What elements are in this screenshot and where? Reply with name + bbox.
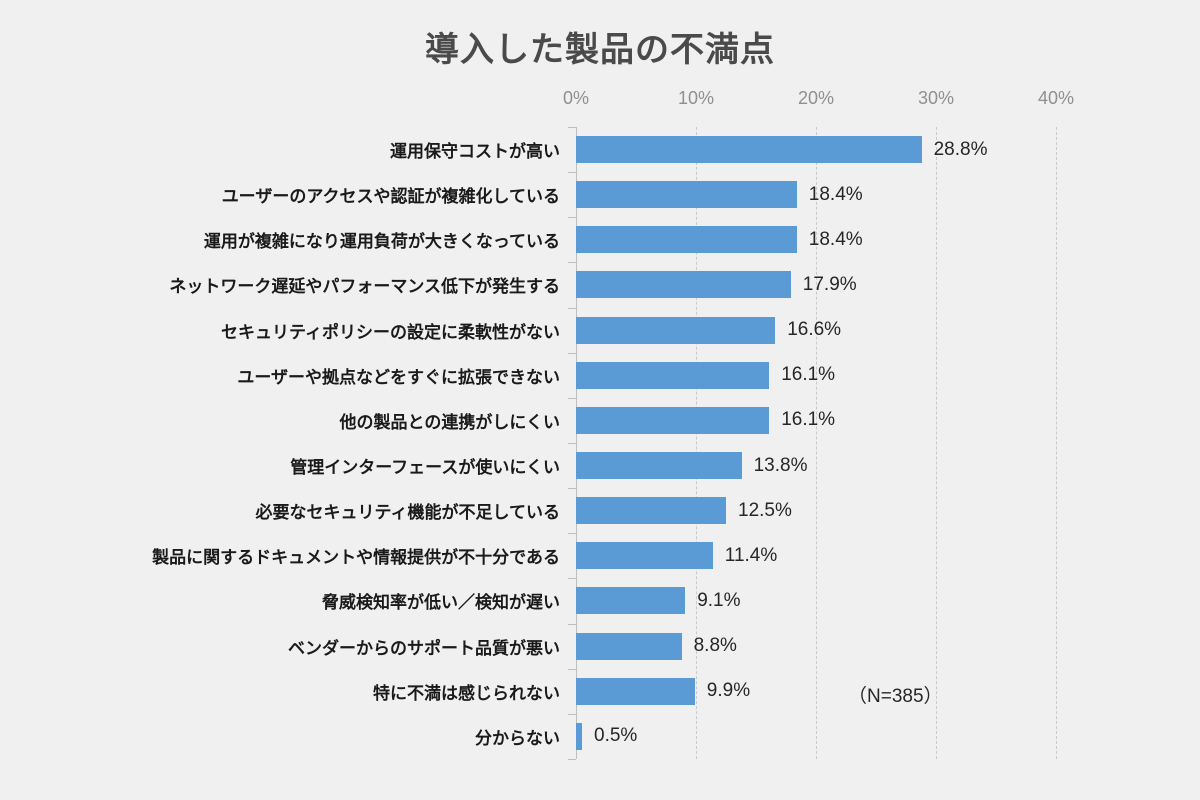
bar-row: 他の製品との連携がしにくい 16.1% <box>0 398 1200 443</box>
category-label: 分からない <box>475 728 560 748</box>
bar-row: 運用が複雑になり運用負荷が大きくなっている 18.4% <box>0 217 1200 262</box>
y-axis-tick <box>568 307 576 309</box>
bar <box>576 316 776 344</box>
y-axis-tick <box>568 578 576 580</box>
category-label: ユーザーのアクセスや認証が複雑化している <box>221 187 560 207</box>
category-label: 特に不満は感じられない <box>373 683 560 703</box>
y-axis-tick <box>568 217 576 219</box>
y-axis-tick <box>568 759 576 760</box>
y-axis-tick <box>568 397 576 399</box>
value-label: 18.4% <box>808 183 863 205</box>
y-axis-tick <box>568 668 576 670</box>
y-axis-tick <box>568 533 576 535</box>
bar <box>576 136 922 164</box>
value-label: 9.1% <box>697 589 741 611</box>
bar-row: 運用保守コストが高い 28.8% <box>0 127 1200 172</box>
category-label: 脅威検知率が低い／検知が遅い <box>322 593 560 613</box>
value-label: 28.8% <box>933 138 988 160</box>
x-axis-tick-label: 0% <box>562 88 590 108</box>
category-label: 運用が複雑になり運用負荷が大きくなっている <box>203 232 560 252</box>
bar <box>576 587 686 615</box>
value-label: 13.8% <box>753 454 808 476</box>
value-label: 17.9% <box>802 273 857 295</box>
bar <box>576 271 791 299</box>
y-axis-tick <box>568 488 576 490</box>
bar-row: 必要なセキュリティ機能が不足している 12.5% <box>0 488 1200 533</box>
category-label: ネットワーク遅延やパフォーマンス低下が発生する <box>169 277 560 297</box>
bar-row: 分からない 0.5% <box>0 714 1200 759</box>
value-label: 16.6% <box>787 319 842 341</box>
value-label: 8.8% <box>693 635 737 657</box>
bar-row: 特に不満は感じられない 9.9% <box>0 669 1200 714</box>
bar <box>576 542 713 570</box>
value-label: 9.9% <box>706 680 751 702</box>
x-axis-tick-label: 10% <box>677 88 715 108</box>
y-axis-tick <box>568 713 576 715</box>
bar-row: 管理インターフェースが使いにくい 13.8% <box>0 443 1200 488</box>
value-label: 16.1% <box>781 409 836 431</box>
bar <box>576 452 742 480</box>
bar <box>576 677 695 705</box>
category-label: 必要なセキュリティ機能が不足している <box>255 503 560 523</box>
bar <box>576 497 726 525</box>
bar-row: ユーザーや拠点などをすぐに拡張できない 16.1% <box>0 353 1200 398</box>
x-axis-tick-label: 40% <box>1037 88 1075 108</box>
value-label: 18.4% <box>808 228 863 250</box>
bar <box>576 406 770 434</box>
bar-rows: 運用保守コストが高い 28.8% ユーザーのアクセスや認証が複雑化している 18.4%… <box>0 127 1200 759</box>
y-axis-tick <box>568 262 576 264</box>
x-axis-tick-label: 30% <box>917 88 955 108</box>
bar-row: 製品に関するドキュメントや情報提供が不十分である 11.4% <box>0 533 1200 578</box>
gridline <box>696 127 697 759</box>
category-label: 他の製品との連携がしにくい <box>339 412 561 432</box>
category-label: 管理インターフェースが使いにくい <box>290 458 560 478</box>
bar <box>576 722 582 750</box>
gridline <box>816 127 817 759</box>
bar-row: ネットワーク遅延やパフォーマンス低下が発生する 17.9% <box>0 262 1200 307</box>
bar <box>576 361 770 389</box>
bar <box>576 632 682 660</box>
value-label: 11.4% <box>724 544 778 566</box>
value-label: 0.5% <box>594 725 638 747</box>
gridline <box>1056 127 1057 759</box>
bar-row: ユーザーのアクセスや認証が複雑化している 18.4% <box>0 172 1200 217</box>
y-axis-line <box>576 127 577 759</box>
bar <box>576 181 797 209</box>
category-label: セキュリティポリシーの設定に柔軟性がない <box>221 322 560 342</box>
sample-size-annotation: （N=385） <box>848 686 943 707</box>
category-label: ベンダーからのサポート品質が悪い <box>288 638 560 658</box>
y-axis-tick <box>568 127 576 128</box>
category-label: 製品に関するドキュメントや情報提供が不十分である <box>152 548 560 568</box>
x-axis-tick-label: 20% <box>797 88 835 108</box>
chart-title: 導入した製品の不満点 <box>425 31 775 69</box>
value-label: 12.5% <box>738 499 792 521</box>
bar <box>576 226 797 254</box>
bar-row: ベンダーからのサポート品質が悪い 8.8% <box>0 624 1200 669</box>
category-label: 運用保守コストが高い <box>390 142 560 162</box>
y-axis-tick <box>568 352 576 354</box>
y-axis-tick <box>568 443 576 444</box>
y-axis-tick <box>568 623 576 625</box>
y-axis-tick <box>568 172 576 174</box>
bar-row: セキュリティポリシーの設定に柔軟性がない 16.6% <box>0 308 1200 353</box>
category-label: ユーザーや拠点などをすぐに拡張できない <box>237 367 560 387</box>
bar-row: 脅威検知率が低い／検知が遅い 9.1% <box>0 578 1200 623</box>
gridline <box>936 127 937 759</box>
value-label: 16.1% <box>781 364 836 386</box>
